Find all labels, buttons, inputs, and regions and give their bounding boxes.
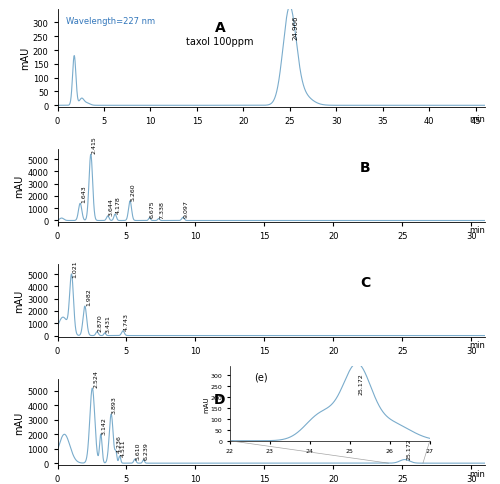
Text: 2.524: 2.524 (94, 369, 98, 387)
Text: min: min (469, 115, 485, 124)
Text: 1.643: 1.643 (82, 185, 86, 203)
Text: 25.172: 25.172 (406, 438, 411, 459)
Text: 3.644: 3.644 (108, 198, 114, 216)
Text: min: min (469, 469, 485, 478)
Text: B: B (360, 161, 370, 175)
Text: 3.893: 3.893 (112, 395, 117, 413)
Y-axis label: mAU: mAU (14, 175, 24, 198)
Text: Wavelength=227 nm: Wavelength=227 nm (66, 16, 155, 26)
Y-axis label: mAU: mAU (14, 289, 24, 313)
Text: 6.675: 6.675 (150, 200, 155, 218)
Text: 5.610: 5.610 (136, 441, 140, 459)
Text: (e): (e) (254, 372, 268, 382)
Text: 5.260: 5.260 (131, 183, 136, 201)
Text: D: D (214, 393, 226, 407)
Text: 24.966: 24.966 (292, 15, 298, 40)
Y-axis label: mAU: mAU (203, 395, 209, 412)
Text: 25.172: 25.172 (358, 373, 364, 394)
Text: 3.431: 3.431 (106, 315, 110, 333)
Text: 2.870: 2.870 (98, 314, 103, 332)
Text: 3.142: 3.142 (102, 416, 106, 434)
Text: 4.511: 4.511 (120, 438, 126, 455)
Text: 1.021: 1.021 (72, 260, 78, 277)
Text: 4.236: 4.236 (116, 435, 121, 453)
Text: 1.982: 1.982 (86, 288, 91, 306)
Y-axis label: mAU: mAU (20, 47, 30, 70)
Text: 6.239: 6.239 (144, 441, 149, 459)
Text: 4.743: 4.743 (124, 313, 128, 331)
Y-axis label: mAU: mAU (14, 410, 24, 434)
Text: C: C (360, 276, 370, 289)
Text: 7.338: 7.338 (159, 201, 164, 219)
Text: 9.097: 9.097 (184, 199, 188, 217)
Text: A: A (214, 21, 226, 35)
Text: 4.178: 4.178 (116, 196, 121, 214)
Text: min: min (469, 341, 485, 349)
Text: min: min (469, 226, 485, 235)
Text: 2.415: 2.415 (92, 136, 97, 154)
Text: taxol 100ppm: taxol 100ppm (186, 37, 254, 47)
